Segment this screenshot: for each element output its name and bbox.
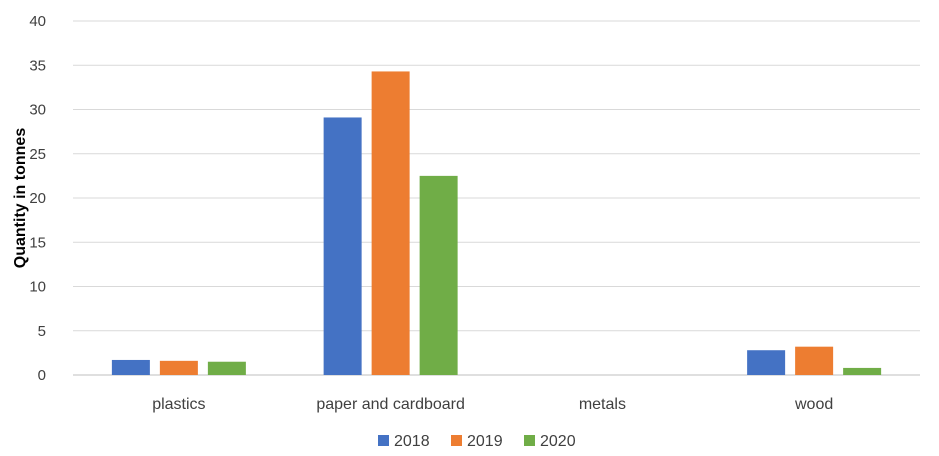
bar-2020-wood (843, 367, 882, 375)
legend-label: 2019 (467, 433, 503, 450)
legend-swatch (378, 435, 389, 446)
bar-2020-paper-and-cardboard (419, 175, 458, 375)
y-tick-label: 25 (29, 146, 46, 163)
legend: 2018 2019 2020 (378, 433, 576, 450)
legend-swatch (524, 435, 535, 446)
y-axis-tick-labels: 0 5 10 15 20 25 30 35 40 (29, 13, 46, 384)
x-category-label: wood (794, 396, 833, 413)
x-category-label: plastics (152, 396, 205, 413)
bar-2019-wood (795, 346, 834, 375)
bar-2019-paper-and-cardboard (371, 71, 410, 375)
y-axis-title: Quantity in tonnes (12, 128, 29, 269)
bar-2018-paper-and-cardboard (323, 117, 362, 375)
bar-2019-plastics (159, 360, 198, 375)
bar-2018-wood (747, 350, 786, 375)
y-tick-label: 0 (38, 367, 46, 384)
x-axis-category-labels: plastics paper and cardboard metals wood (152, 396, 833, 413)
y-tick-label: 5 (38, 323, 46, 340)
bar-2018-plastics (111, 359, 150, 375)
bar-2020-plastics (207, 361, 246, 375)
y-tick-label: 20 (29, 190, 46, 207)
legend-label: 2018 (394, 433, 430, 450)
y-tick-label: 15 (29, 234, 46, 251)
y-tick-label: 30 (29, 102, 46, 119)
y-tick-label: 10 (29, 279, 46, 296)
bars (111, 71, 882, 375)
y-tick-label: 40 (29, 13, 46, 30)
legend-label: 2020 (540, 433, 576, 450)
legend-swatch (451, 435, 462, 446)
x-category-label: paper and cardboard (316, 396, 465, 413)
x-category-label: metals (579, 396, 626, 413)
gridlines (73, 20, 920, 376)
y-tick-label: 35 (29, 57, 46, 74)
